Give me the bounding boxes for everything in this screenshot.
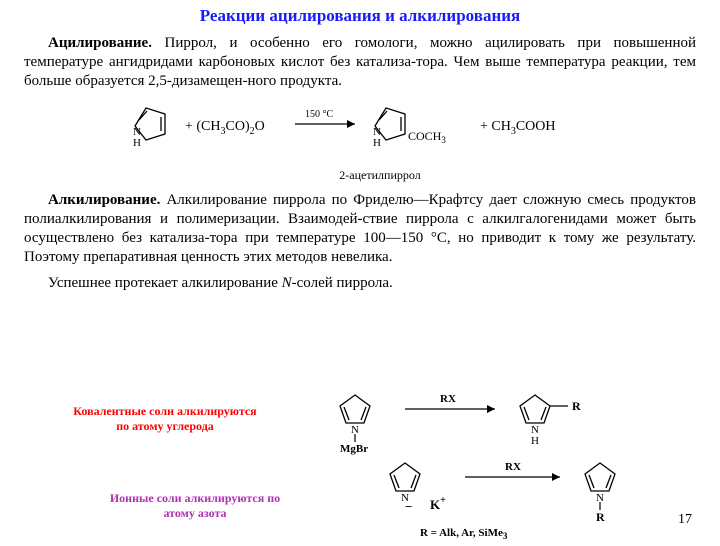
scheme-ionic: N − K+ RX N R bbox=[360, 459, 660, 544]
paragraph-nsalts: Успешнее протекает алкилирование N-солей… bbox=[24, 274, 696, 293]
r-definition: R = Alk, Ar, SiMe3 bbox=[420, 527, 507, 541]
s2-rx: RX bbox=[440, 393, 456, 405]
r1-caption: 2-ацетилпиррол bbox=[40, 168, 720, 183]
p3a: Успешнее протекает алкилирование bbox=[48, 275, 282, 291]
r1-cond: 150 °C bbox=[305, 109, 333, 120]
r1-acid: + CH3COOH bbox=[480, 119, 556, 137]
heading-alkylation: Алкилирование. bbox=[48, 192, 160, 208]
paragraph-alkylation: Алкилирование. Алкилирование пиррола по … bbox=[24, 191, 696, 266]
reaction-acylation: N H + (CH3CO)2O 150 °C N H COCH3 + CH3CO… bbox=[0, 100, 720, 166]
reaction1-svg: N H + (CH3CO)2O 150 °C N H COCH3 + CH3CO… bbox=[80, 100, 640, 162]
s3-minus: − bbox=[405, 499, 412, 514]
p3b: -солей пиррола. bbox=[292, 275, 393, 291]
h-label: H bbox=[133, 137, 141, 149]
note-covalent: Ковалентные соли алкилируются по атому у… bbox=[70, 404, 260, 434]
title-text: Реакции ацилирования и алкилирования bbox=[200, 6, 520, 25]
s2-h2: H bbox=[531, 435, 539, 447]
paragraph-acylation: Ацилирование. Пиррол, и особенно его гом… bbox=[24, 34, 696, 90]
s3-r: R bbox=[596, 510, 605, 524]
s3-k: K+ bbox=[430, 495, 446, 512]
h-label2: H bbox=[373, 137, 381, 149]
r1-reagent: + (CH3CO)2O bbox=[185, 119, 265, 137]
p3-n: N bbox=[282, 275, 292, 291]
s2-mgbr: MgBr bbox=[340, 443, 368, 455]
r1-coch3: COCH3 bbox=[408, 129, 446, 145]
page-number: 17 bbox=[678, 512, 692, 528]
s3-rx: RX bbox=[505, 461, 521, 473]
note-ionic: Ионные соли алкилируются по атому азота bbox=[95, 491, 295, 521]
page-title: Реакции ацилирования и алкилирования bbox=[0, 6, 720, 26]
rline: R = Alk, Ar, SiMe bbox=[420, 527, 503, 539]
s2-r: R bbox=[572, 399, 581, 413]
scheme-covalent: N MgBr RX N H R bbox=[310, 389, 610, 464]
heading-acylation: Ацилирование. bbox=[48, 35, 152, 51]
